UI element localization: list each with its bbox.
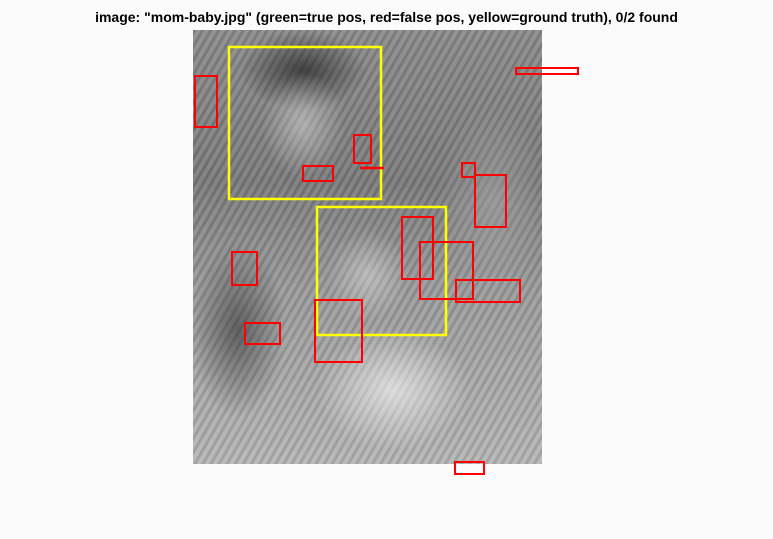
ground-truth-box <box>227 45 383 201</box>
false-positive-box <box>455 279 521 303</box>
false-positive-box <box>515 67 579 75</box>
false-positive-box <box>353 134 372 164</box>
false-positive-box <box>454 461 485 475</box>
false-positive-box <box>194 75 218 128</box>
false-positive-box <box>244 322 281 345</box>
ground-truth-box <box>315 205 448 337</box>
photo-mom-baby <box>193 30 542 464</box>
false-positive-box <box>231 251 258 286</box>
false-positive-box <box>401 216 434 280</box>
false-positive-box <box>419 241 474 300</box>
false-positive-box <box>314 299 363 363</box>
false-positive-box <box>461 162 476 178</box>
figure-title: image: "mom-baby.jpg" (green=true pos, r… <box>95 9 678 25</box>
false-positive-box <box>302 165 334 182</box>
false-positive-box <box>474 174 507 228</box>
